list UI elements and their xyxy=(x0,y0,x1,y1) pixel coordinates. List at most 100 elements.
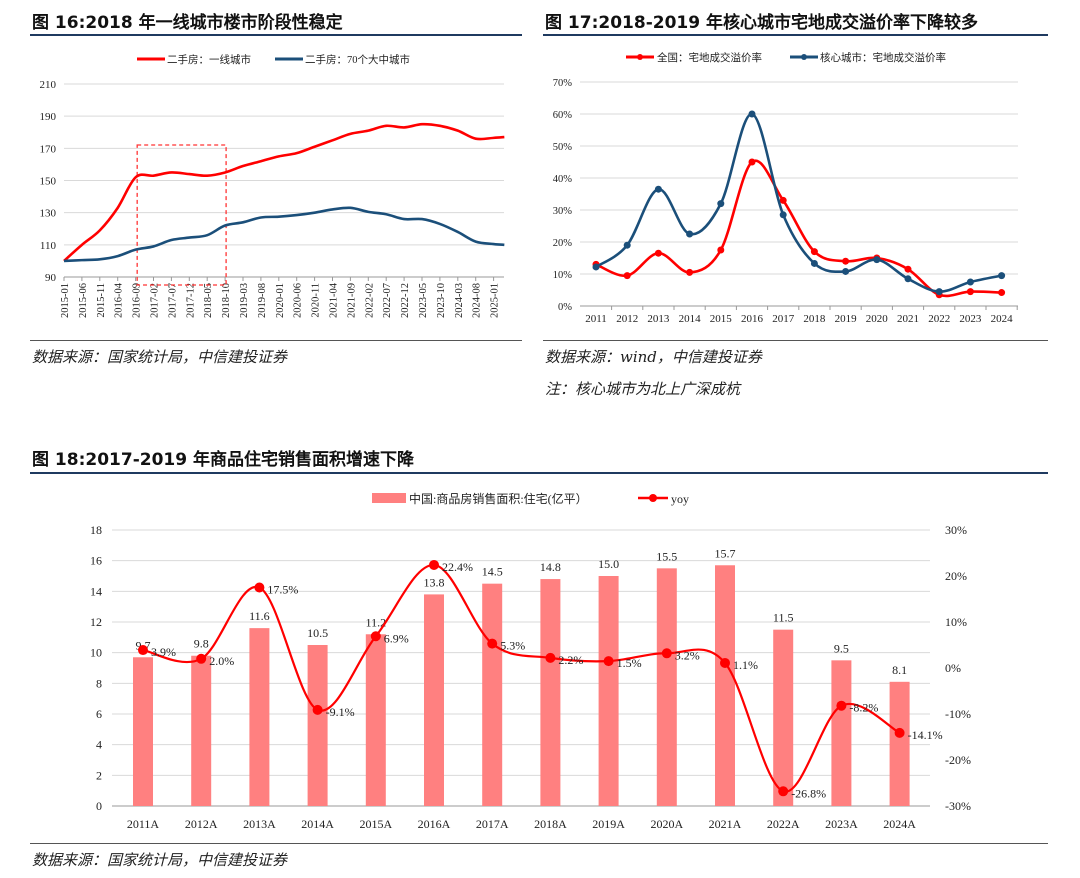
fig17-ytick-label: 20% xyxy=(553,238,573,249)
fig18-bar-label: 15.0 xyxy=(598,557,619,571)
fig18-xtick-label: 2019A xyxy=(592,817,625,831)
fig16-title: 图 16:2018 年一线城市楼市阶段性稳定 xyxy=(32,13,343,33)
fig18-bar-label: 14.8 xyxy=(540,560,561,574)
fig18-bar-label: 9.5 xyxy=(834,641,849,655)
fig17-point-0 xyxy=(748,158,756,166)
fig16-ytick-label: 210 xyxy=(40,79,57,91)
fig17-ytick-label: 70% xyxy=(553,78,573,89)
fig17-source-rule xyxy=(543,340,1048,341)
fig18-ytick-label: 16 xyxy=(90,554,102,568)
fig17-point-1 xyxy=(935,288,943,296)
fig18-y2tick-label: -10% xyxy=(945,707,971,721)
fig18-xtick-label: 2015A xyxy=(359,817,392,831)
fig17-point-1 xyxy=(654,185,662,193)
fig16-series-line-1 xyxy=(63,206,505,263)
fig17-point-0 xyxy=(998,289,1006,297)
fig16-xtick-label: 2016-04 xyxy=(114,282,125,318)
fig18-bar-label: 9.8 xyxy=(194,637,209,651)
fig18-bar-label: 8.1 xyxy=(892,663,907,677)
fig16-xtick-label: 2021-09 xyxy=(346,283,357,318)
fig18-legend-label-0: 中国:商品房销售面积:住宅(亿平） xyxy=(409,491,588,506)
fig17-point-1 xyxy=(623,241,631,249)
fig17-point-1 xyxy=(842,267,850,275)
fig18-legend-marker-1 xyxy=(649,494,657,502)
fig17-legend-marker-0 xyxy=(637,54,643,60)
fig18-bar-label: 10.5 xyxy=(307,626,328,640)
fig18-source: 数据来源：国家统计局，中信建投证券 xyxy=(32,851,288,869)
fig16-xtick-label: 2021-04 xyxy=(329,282,340,318)
fig18-source-rule xyxy=(30,843,1048,844)
fig16-xtick-label: 2016-09 xyxy=(132,283,143,318)
fig17-point-0 xyxy=(779,196,787,204)
fig18-ytick-label: 6 xyxy=(96,707,102,721)
fig17-legend-marker-1 xyxy=(801,54,807,60)
fig18-yoy-label: -9.1% xyxy=(326,705,355,719)
fig18-xtick-label: 2022A xyxy=(767,817,800,831)
fig16-xtick-label: 2022-02 xyxy=(364,283,375,318)
fig18-y2tick-label: 0% xyxy=(945,661,961,675)
fig18-ytick-label: 10 xyxy=(90,646,102,660)
fig17-xtick-label: 2022 xyxy=(928,313,950,325)
fig18-bar xyxy=(598,576,619,806)
fig17-point-0 xyxy=(842,257,850,265)
fig18-yoy-label: 5.3% xyxy=(500,639,525,653)
fig17-point-0 xyxy=(717,246,725,254)
fig18-bar-label: 11.5 xyxy=(773,611,794,625)
fig17-point-1 xyxy=(904,275,912,283)
fig18-yoy-point xyxy=(720,657,730,668)
fig18-title-rule xyxy=(30,472,1048,474)
fig17-point-0 xyxy=(654,249,662,257)
fig18-bar xyxy=(307,645,328,806)
fig17-point-1 xyxy=(873,256,881,264)
fig17-xtick-label: 2011 xyxy=(585,313,607,325)
fig18-yoy-label: 2.0% xyxy=(209,654,234,668)
fig16-xtick-label: 2023-10 xyxy=(436,283,447,318)
fig18-yoy-label: 2.2% xyxy=(558,653,583,667)
fig17-note: 注：核心城市为北上广深成杭 xyxy=(545,380,741,398)
fig16-source: 数据来源：国家统计局，中信建投证券 xyxy=(32,348,288,366)
fig18-yoy-point xyxy=(254,582,265,593)
fig17-xtick-label: 2015 xyxy=(710,313,733,325)
fig17-legend-label-0: 全国：宅地成交溢价率 xyxy=(657,51,762,64)
fig18-bar xyxy=(715,565,735,806)
fig18-bar xyxy=(365,634,386,806)
fig18-ytick-label: 8 xyxy=(96,676,102,690)
fig18-bar xyxy=(889,681,910,806)
fig18-xtick-label: 2024A xyxy=(883,817,916,831)
fig16-xtick-label: 2022-07 xyxy=(382,283,393,318)
fig17-xtick-label: 2023 xyxy=(959,313,982,325)
fig16-ytick-label: 110 xyxy=(40,240,57,252)
fig18-yoy-point xyxy=(603,656,614,667)
fig18-yoy-label: -8.2% xyxy=(849,701,878,715)
fig18-yoy-point xyxy=(778,786,789,797)
fig18-yoy-point xyxy=(487,638,498,649)
fig16-xtick-label: 2017-07 xyxy=(167,283,178,318)
fig17-legend-label-1: 核心城市：宅地成交溢价率 xyxy=(820,51,946,64)
fig18-y2tick-label: 30% xyxy=(945,523,967,537)
fig18-y2tick-label: -30% xyxy=(945,799,971,813)
fig18-yoy-point xyxy=(836,700,847,711)
fig16-ytick-label: 90 xyxy=(45,272,57,284)
fig16-xtick-label: 2022-12 xyxy=(400,283,411,318)
fig16-xtick-label: 2024-08 xyxy=(472,283,483,318)
fig18-yoy-label: -14.1% xyxy=(908,728,943,742)
fig16-series-line-0 xyxy=(63,122,505,262)
fig16-xtick-label: 2017-12 xyxy=(185,283,196,318)
fig17-ytick-label: 50% xyxy=(553,142,573,153)
fig17-series-line-0 xyxy=(595,159,1002,298)
fig18-yoy-label: 17.5% xyxy=(267,583,298,597)
fig18-yoy-point xyxy=(429,559,439,570)
fig16-xtick-label: 2015-11 xyxy=(96,283,107,318)
fig18-yoy-label: 1.1% xyxy=(733,658,758,672)
fig18-bar-label: 11.2 xyxy=(366,615,387,629)
fig18-bar xyxy=(249,628,270,806)
fig17-point-1 xyxy=(592,263,600,271)
fig16-xtick-label: 2015-01 xyxy=(60,283,71,318)
fig18-yoy-label: 1.5% xyxy=(617,656,642,670)
fig17-point-1 xyxy=(717,200,725,208)
fig18-bar-label: 15.7 xyxy=(715,546,736,560)
fig18-xtick-label: 2021A xyxy=(709,817,742,831)
fig18-yoy-point xyxy=(370,631,381,642)
fig17-xtick-label: 2012 xyxy=(616,313,638,325)
